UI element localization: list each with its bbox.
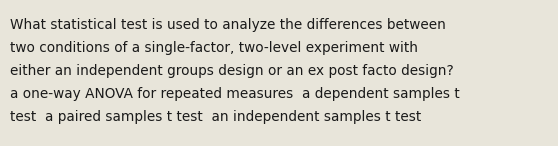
Text: test  a paired samples t test  an independent samples t test: test a paired samples t test an independ… [10, 110, 421, 124]
Text: What statistical test is used to analyze the differences between: What statistical test is used to analyze… [10, 18, 446, 32]
Text: either an independent groups design or an ex post facto design?: either an independent groups design or a… [10, 64, 454, 78]
Text: two conditions of a single-factor, two-level experiment with: two conditions of a single-factor, two-l… [10, 41, 418, 55]
Text: a one-way ANOVA for repeated measures  a dependent samples t: a one-way ANOVA for repeated measures a … [10, 87, 460, 101]
